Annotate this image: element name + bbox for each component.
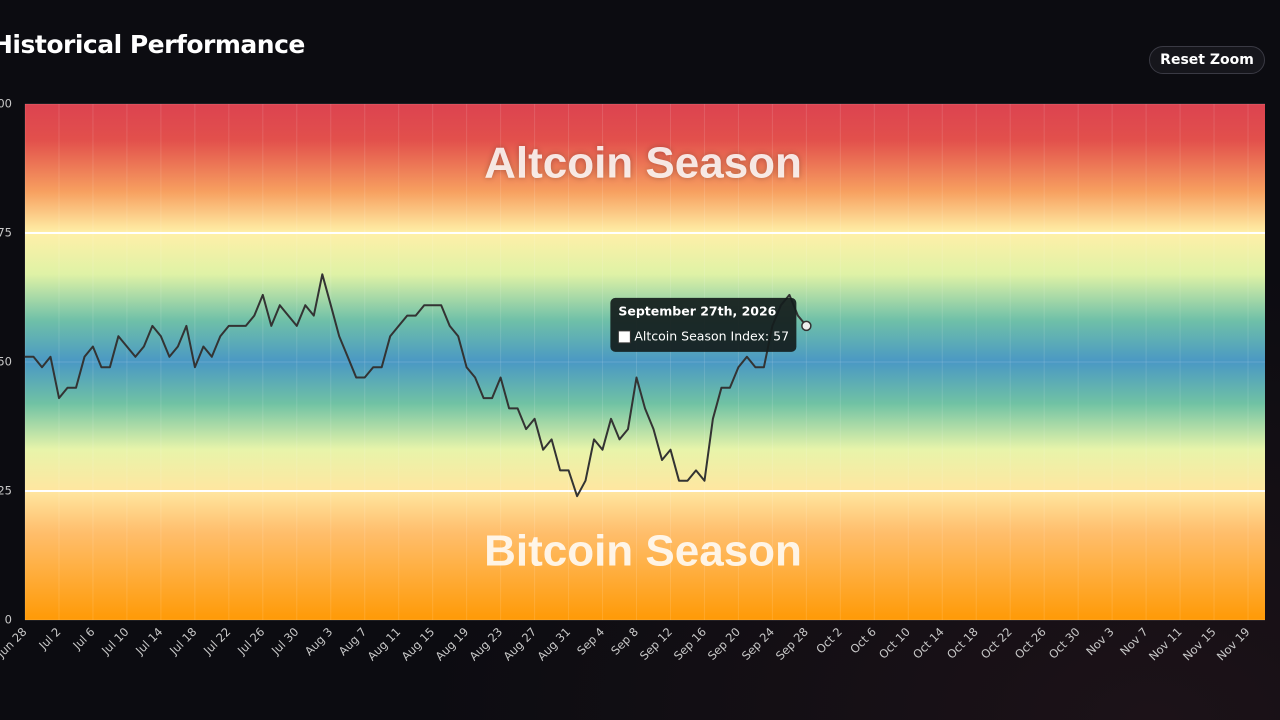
x-tick-label: Jul 30: [268, 625, 301, 658]
x-tick-label: Aug 19: [433, 625, 472, 664]
x-tick-label: Oct 22: [978, 625, 1015, 662]
x-tick-label: Sep 24: [739, 625, 777, 663]
series-line: [25, 273, 808, 498]
annotation: Altcoin Season: [484, 139, 802, 188]
x-tick-label: Jul 18: [166, 625, 199, 658]
x-tick-label: Sep 16: [671, 625, 709, 663]
annotation: Bitcoin Season: [484, 527, 802, 576]
x-tick-label: Jul 26: [234, 625, 267, 658]
plot-background: [25, 104, 1265, 620]
tooltip-box: [610, 297, 797, 352]
x-tick-label: Aug 31: [534, 625, 573, 664]
x-tick-label: Aug 3: [302, 625, 336, 659]
y-tick-label: 100: [0, 97, 12, 111]
x-tick-label: Nov 19: [1214, 625, 1253, 664]
x-tick-label: Jul 6: [69, 625, 97, 653]
tooltip-label: Altcoin Season Index: 57: [634, 328, 789, 343]
x-tick-label: Aug 11: [365, 625, 404, 664]
tooltip: September 27th, 2026 Altcoin Season Index…: [610, 297, 797, 352]
x-tick-label: Oct 10: [876, 625, 913, 662]
x-tick-label: Sep 20: [705, 625, 743, 663]
x-tick-label: Nov 11: [1146, 625, 1185, 664]
x-tick-label: Jul 10: [98, 625, 131, 658]
x-tick-label: Oct 6: [847, 625, 879, 657]
y-tick-label: 0: [5, 613, 12, 627]
x-tick-label: Sep 12: [637, 625, 675, 663]
x-tick-label: Sep 4: [574, 625, 607, 658]
x-tick-label: Oct 2: [813, 625, 845, 657]
reset-zoom-button[interactable]: Reset Zoom: [1149, 46, 1265, 74]
y-tick-label: 25: [0, 484, 12, 498]
x-tick-label: Oct 26: [1012, 625, 1049, 662]
chart-title: Historical Performance: [0, 30, 305, 59]
x-tick-label: Nov 3: [1083, 625, 1117, 659]
x-tick-label: Aug 27: [500, 625, 539, 664]
x-tick-label: Jul 22: [200, 625, 233, 658]
x-tick-label: Aug 23: [466, 625, 505, 664]
x-tick-label: Jul 14: [132, 625, 165, 658]
x-tick-label: Aug 15: [399, 625, 438, 664]
x-tick-label: Sep 28: [773, 625, 811, 663]
x-tick-label: Jun 28: [0, 625, 30, 661]
x-tick-label: Oct 14: [910, 625, 947, 662]
x-tick-label: Oct 18: [944, 625, 981, 662]
tooltip-swatch: [617, 330, 631, 344]
x-tick-label: Nov 15: [1180, 625, 1219, 664]
hover-point: [801, 320, 812, 332]
y-tick-label: 75: [0, 226, 12, 240]
x-tick-label: Oct 30: [1046, 625, 1083, 662]
y-tick-label: 50: [0, 355, 12, 369]
tooltip-title: September 27th, 2026: [618, 303, 776, 318]
x-tick-label: Jul 2: [35, 625, 63, 653]
